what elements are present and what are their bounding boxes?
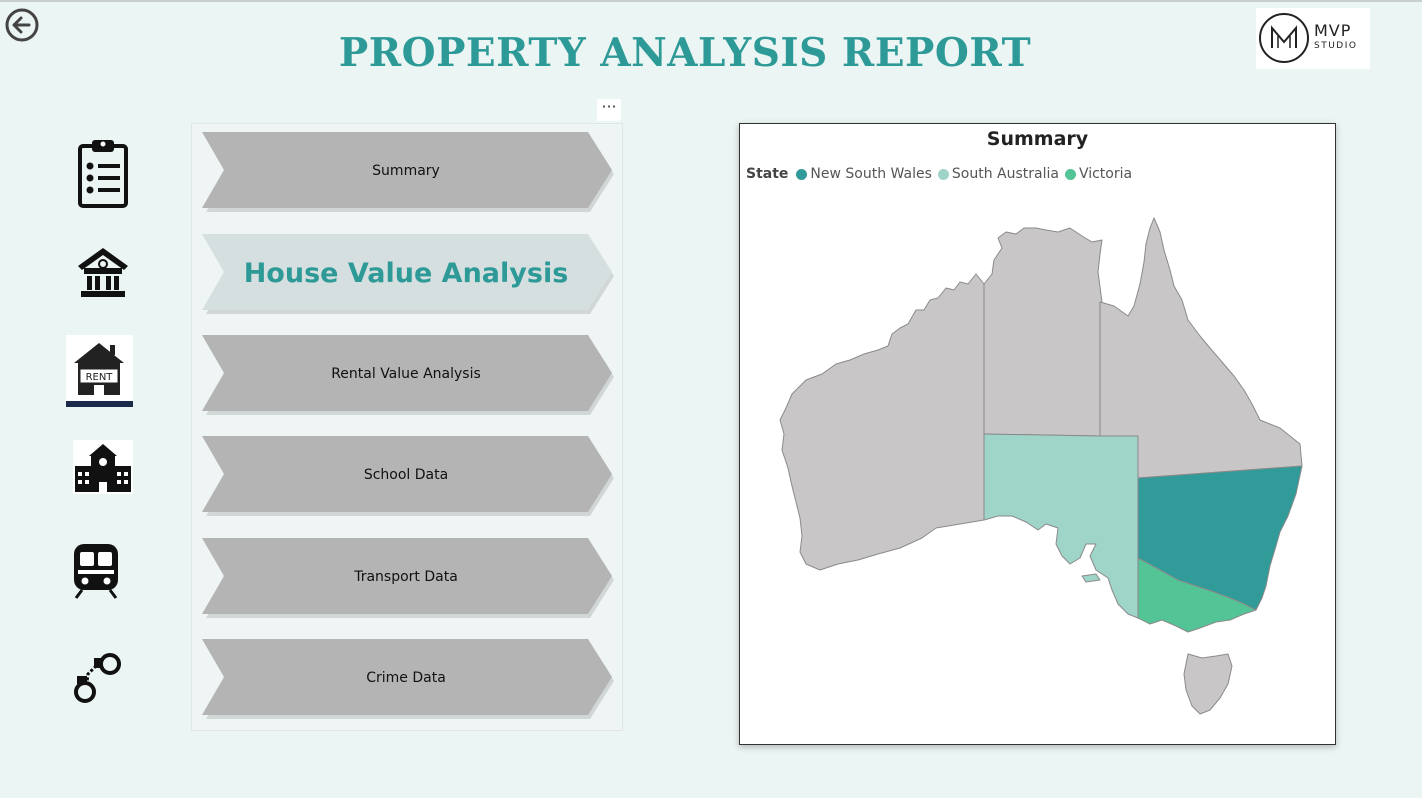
train-icon bbox=[72, 542, 120, 604]
top-divider bbox=[0, 0, 1422, 2]
house-icon bbox=[76, 246, 130, 302]
mvp-studio-logo: MVP STUDIO bbox=[1256, 8, 1370, 69]
legend-item-vic[interactable]: Victoria bbox=[1064, 166, 1133, 182]
page-title: PROPERTY ANALYSIS REPORT bbox=[338, 30, 1032, 76]
handcuffs-icon bbox=[74, 652, 124, 710]
clipboard-icon bbox=[76, 138, 130, 214]
rent-house-icon: RENT bbox=[66, 335, 133, 411]
nav-button-rental-value-analysis[interactable]: Rental Value Analysis bbox=[202, 335, 614, 415]
nav-button-summary[interactable]: Summary bbox=[202, 132, 614, 212]
map-legend: State New South Wales South Australia Vi… bbox=[746, 166, 1138, 182]
region-south-australia[interactable] bbox=[983, 433, 1139, 619]
legend-title: State bbox=[746, 166, 789, 182]
legend-label-nsw: New South Wales bbox=[810, 166, 932, 182]
chevron-shape bbox=[202, 132, 614, 212]
legend-label-sa: South Australia bbox=[951, 166, 1059, 182]
summary-map-visual[interactable]: Summary State New South Wales South Aust… bbox=[739, 123, 1336, 745]
legend-item-sa[interactable]: South Australia bbox=[937, 166, 1059, 182]
region-northern-territory[interactable] bbox=[983, 227, 1103, 437]
nav-button-label: Rental Value Analysis bbox=[331, 366, 481, 382]
svg-text:RENT: RENT bbox=[86, 372, 114, 383]
australia-map bbox=[779, 217, 1303, 715]
legend-label-vic: Victoria bbox=[1078, 166, 1133, 182]
nav-button-school-data[interactable]: School Data bbox=[202, 436, 614, 516]
chevron-shape bbox=[202, 335, 614, 415]
logo-sub-text: STUDIO bbox=[1314, 41, 1358, 51]
region-victoria[interactable] bbox=[1137, 557, 1257, 633]
nav-button-house-value-analysis[interactable]: House Value Analysis bbox=[202, 234, 614, 314]
region-tasmania[interactable] bbox=[1183, 653, 1233, 715]
nav-button-label: House Value Analysis bbox=[243, 257, 569, 289]
chevron-shape bbox=[202, 538, 614, 618]
map-title: Summary bbox=[986, 128, 1089, 150]
nav-button-label: Crime Data bbox=[366, 670, 446, 686]
nav-button-label: School Data bbox=[363, 467, 449, 483]
chevron-shape bbox=[202, 436, 614, 516]
legend-item-nsw[interactable]: New South Wales bbox=[796, 166, 932, 182]
chevron-shape bbox=[202, 234, 614, 314]
nav-button-transport-data[interactable]: Transport Data bbox=[202, 538, 614, 618]
nav-button-crime-data[interactable]: Crime Data bbox=[202, 639, 614, 719]
legend-dot-sa bbox=[937, 168, 949, 180]
more-options-button[interactable]: ··· bbox=[597, 99, 621, 121]
back-arrow-icon[interactable] bbox=[4, 7, 40, 43]
nav-button-label: Transport Data bbox=[354, 569, 458, 585]
navigation-panel bbox=[191, 123, 623, 731]
region-kangaroo-island[interactable] bbox=[1081, 573, 1101, 583]
logo-brand-text: MVP bbox=[1314, 21, 1352, 40]
nav-button-label: Summary bbox=[372, 163, 440, 179]
legend-dot-nsw bbox=[796, 168, 808, 180]
chevron-shape bbox=[202, 639, 614, 719]
legend-dot-vic bbox=[1064, 168, 1076, 180]
school-icon bbox=[73, 440, 133, 498]
region-western-australia[interactable] bbox=[779, 273, 985, 571]
